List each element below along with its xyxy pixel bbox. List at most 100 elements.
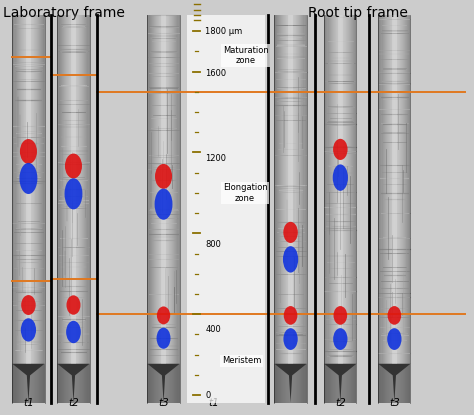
Bar <box>331 15 332 403</box>
Text: t3: t3 <box>389 398 400 408</box>
Bar <box>187 15 265 403</box>
Bar <box>65 15 66 403</box>
Ellipse shape <box>283 246 298 273</box>
Bar <box>379 15 381 403</box>
Ellipse shape <box>19 163 37 194</box>
Bar <box>404 15 405 403</box>
Bar <box>288 15 293 364</box>
Bar <box>275 15 277 403</box>
Bar <box>27 15 28 403</box>
Bar <box>297 15 298 403</box>
Bar <box>303 15 304 403</box>
Bar <box>74 15 76 403</box>
Bar <box>68 15 69 403</box>
Polygon shape <box>378 364 410 403</box>
Bar <box>18 15 19 403</box>
Bar <box>282 15 283 403</box>
Bar <box>394 15 395 403</box>
Bar <box>175 15 176 403</box>
Bar <box>17 15 18 403</box>
Bar <box>397 15 398 403</box>
Bar <box>172 15 173 403</box>
Ellipse shape <box>21 295 36 315</box>
Ellipse shape <box>283 222 298 243</box>
Bar <box>82 15 83 403</box>
Bar <box>352 15 353 403</box>
Bar <box>343 15 344 403</box>
Bar <box>61 15 62 403</box>
Bar <box>401 15 402 403</box>
Bar <box>402 15 403 403</box>
Text: 1600: 1600 <box>205 69 227 78</box>
Bar <box>383 15 385 403</box>
Bar <box>166 15 167 403</box>
Bar <box>392 15 397 364</box>
Polygon shape <box>57 364 90 403</box>
Bar <box>400 15 401 403</box>
Bar <box>345 15 346 403</box>
Bar <box>278 15 279 403</box>
Bar <box>33 15 34 403</box>
Bar <box>148 15 150 403</box>
Bar <box>295 15 296 403</box>
Text: 0: 0 <box>205 391 210 400</box>
Bar <box>407 15 408 403</box>
Bar <box>340 15 341 403</box>
Bar <box>57 15 58 403</box>
Bar <box>389 15 390 403</box>
Bar <box>292 15 293 403</box>
Bar <box>15 15 16 403</box>
Bar <box>32 15 33 403</box>
Bar <box>337 15 338 403</box>
Ellipse shape <box>334 306 347 325</box>
Bar <box>77 15 78 403</box>
Bar <box>277 15 278 403</box>
Bar <box>171 15 172 403</box>
Bar <box>12 15 45 403</box>
Bar <box>338 15 339 403</box>
Bar <box>351 15 352 403</box>
Ellipse shape <box>155 164 172 189</box>
Bar <box>79 15 80 403</box>
Bar <box>280 15 281 403</box>
Bar <box>161 15 166 364</box>
Bar <box>274 364 307 403</box>
Bar <box>386 15 387 403</box>
Ellipse shape <box>283 328 298 350</box>
Ellipse shape <box>157 306 170 325</box>
Bar <box>22 15 23 403</box>
Bar <box>147 15 180 403</box>
Bar <box>42 15 44 403</box>
Bar <box>405 15 406 403</box>
Bar <box>274 15 307 403</box>
Bar <box>155 15 156 403</box>
Bar <box>38 15 39 403</box>
Text: Elongation
zone: Elongation zone <box>223 183 267 203</box>
Polygon shape <box>324 364 356 403</box>
Bar <box>325 15 327 403</box>
Bar <box>58 15 60 403</box>
Bar <box>39 15 40 403</box>
Bar <box>28 15 29 403</box>
Text: 400: 400 <box>205 325 221 334</box>
Bar <box>406 15 407 403</box>
Bar <box>26 15 27 403</box>
Bar <box>161 15 163 403</box>
Bar <box>31 15 32 403</box>
Bar <box>392 15 393 403</box>
Bar <box>332 15 333 403</box>
Text: 800: 800 <box>205 240 221 249</box>
Bar <box>151 15 152 403</box>
Bar <box>35 15 36 403</box>
Bar <box>302 15 303 403</box>
Bar <box>341 15 343 403</box>
Bar <box>393 15 394 403</box>
Bar <box>12 15 13 403</box>
Bar <box>29 15 31 403</box>
Bar <box>23 15 24 403</box>
Bar <box>378 15 410 403</box>
Bar <box>147 15 148 403</box>
Bar <box>176 15 177 403</box>
Text: t2: t2 <box>68 398 79 408</box>
Bar <box>156 15 157 403</box>
